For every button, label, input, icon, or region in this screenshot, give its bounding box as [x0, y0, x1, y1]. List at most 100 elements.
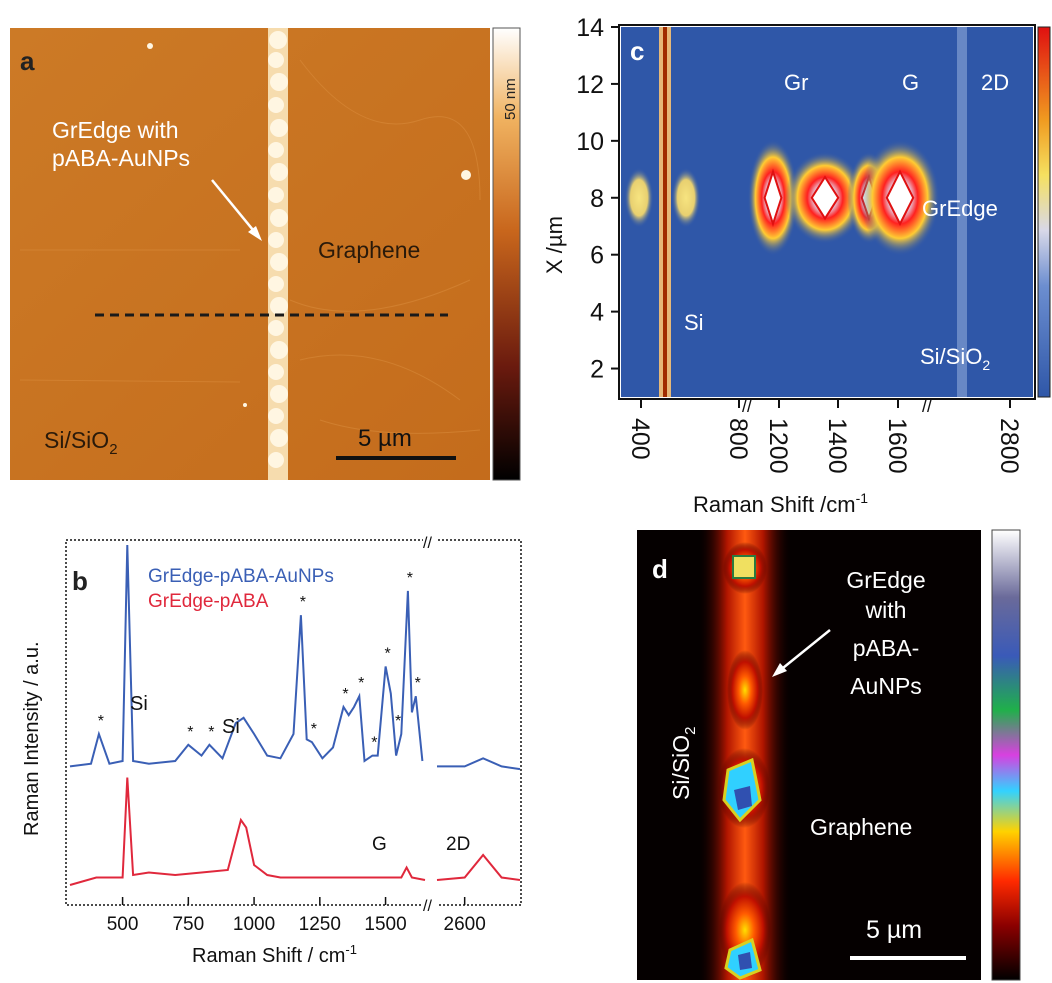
xtick-label: 1250: [299, 914, 341, 935]
afm-substrate-label: Si/SiO2: [44, 427, 118, 458]
series-line-2-segment-2: [436, 853, 521, 881]
panel-d-letter: d: [652, 554, 668, 584]
peak-star-markers: * * * * * * * * * * * *: [98, 570, 421, 752]
peak-star: *: [342, 686, 348, 703]
peak-star: *: [98, 713, 104, 730]
raman-map-annotation: GrEdge with pABA- AuNPs: [846, 567, 925, 699]
ytick-label: 4: [590, 299, 604, 327]
xtick-label: 500: [107, 914, 139, 935]
peak-star: *: [358, 675, 364, 692]
spectra-ylabel: Raman Intensity / a.u.: [21, 641, 43, 836]
series-line-2: [69, 777, 426, 886]
heatmap-ylabel: X /µm: [542, 216, 567, 274]
xtick-label: 2600: [444, 914, 486, 935]
afm-scalebar-label: 5 µm: [358, 425, 412, 452]
afm-annotation-line2: pABA-AuNPs: [52, 145, 190, 171]
peak-star: *: [395, 713, 401, 730]
panel-a-letter: a: [20, 46, 35, 76]
raman-map-graphene-label: Graphene: [810, 814, 912, 840]
panel-d: d GrEdge with pABA- AuNPs Si/SiO2 Graphe…: [637, 529, 1021, 981]
heatmap-label-2d: 2D: [981, 70, 1009, 95]
legend-series1: GrEdge-pABA-AuNPs: [148, 566, 334, 587]
heatmap-label-si: Si: [684, 310, 704, 335]
spectra-frame: [65, 539, 522, 906]
heatmap-hotspot-core: [810, 175, 840, 221]
ytick-label: 8: [590, 185, 604, 213]
ytick-label: 2: [590, 356, 604, 384]
afm-colorbar-label: 50 nm: [502, 78, 519, 120]
afm-colorbar: [492, 27, 521, 481]
afm-nanoparticles: [147, 31, 471, 468]
heatmap-label-gr: Gr: [784, 70, 808, 95]
raman-map-substrate-label: Si/SiO2: [668, 726, 699, 800]
heatmap-break-1: //: [742, 396, 752, 416]
spectra-xticks: 500 750 1000 1250 1500 2600: [107, 897, 486, 935]
peak-star: *: [371, 735, 377, 752]
xtick-label: 2800: [995, 418, 1023, 474]
panel-b-letter: b: [72, 566, 88, 596]
peak-g: G: [372, 834, 387, 855]
xtick-label: 1600: [883, 418, 911, 474]
heatmap-label-sisio2: Si/SiO2: [920, 344, 990, 373]
spectra-plot-area: [69, 544, 521, 886]
heatmap-hotspot: [671, 167, 701, 228]
heatmap-2d-band: [957, 27, 967, 397]
peak-star: *: [300, 594, 306, 611]
peak-star: *: [208, 724, 214, 741]
annotation-line-2: with: [865, 597, 907, 623]
xtick-label: 1400: [823, 418, 851, 474]
heatmap-xticks: 400 800 1200 1400 1600 2800: [626, 399, 1023, 474]
raman-map-colorbar: [991, 529, 1021, 981]
peak-star: *: [311, 721, 317, 738]
raman-map-arrowhead: [772, 663, 787, 677]
raman-map-scalebar-label: 5 µm: [866, 916, 922, 944]
heatmap-si-band-core: [663, 27, 667, 397]
panel-b: // // 500 750 1000 1250 1500 2600 b GrEdge-pA…: [21, 535, 522, 967]
peak-si-1: Si: [130, 693, 148, 715]
heatmap-yticks: 2 4 6 8 10 12 14: [576, 14, 619, 384]
raman-map-arrow: [777, 629, 831, 673]
afm-texture: [19, 59, 481, 434]
afm-annotation-arrow: [211, 179, 259, 237]
spectra-xlabel: Raman Shift / cm-1: [192, 942, 357, 967]
ytick-label: 10: [576, 128, 604, 156]
peak-star: *: [407, 570, 413, 587]
afm-annotation-line1: GrEdge with: [52, 117, 179, 143]
raman-map-image: [637, 530, 981, 980]
axis-break-mark-top: //: [423, 535, 432, 552]
raman-map-hotspots: [718, 542, 771, 980]
ytick-label: 6: [590, 242, 604, 270]
xtick-label: 400: [626, 418, 654, 460]
peak-star: *: [384, 646, 390, 663]
heatmap-hotspot-core: [763, 168, 783, 228]
xtick-label: 800: [724, 418, 752, 460]
afm-image: [10, 28, 490, 480]
heatmap-break-2: //: [922, 396, 932, 416]
axis-break-gap: [423, 538, 437, 908]
heatmap-label-gredge: GrEdge: [922, 196, 998, 221]
xtick-label: 750: [172, 914, 204, 935]
xtick-label: 1500: [364, 914, 406, 935]
peak-star: *: [415, 675, 421, 692]
heatmap-hotspots: [624, 139, 940, 256]
ytick-label: 12: [576, 71, 604, 99]
heatmap-hotspot-core: [885, 169, 915, 227]
heatmap-hotspot: [624, 167, 654, 228]
panel-a: a GrEdge with pABA-AuNPs Graphene Si/SiO…: [10, 27, 521, 481]
peak-si-2: Si: [222, 716, 240, 738]
heatmap-colorbar: [1037, 26, 1051, 398]
xtick-label: 1200: [764, 418, 792, 474]
peak-star: *: [187, 724, 193, 741]
legend-series2: GrEdge-pABA: [148, 591, 269, 612]
annotation-line-3: pABA-: [853, 635, 919, 661]
ytick-label: 14: [576, 14, 604, 42]
annotation-line-4: AuNPs: [850, 673, 922, 699]
xtick-label: 1000: [233, 914, 275, 935]
heatmap-frame: [618, 24, 1036, 400]
afm-arrowhead: [248, 226, 262, 241]
panel-c-letter: c: [630, 36, 644, 66]
afm-graphene-label: Graphene: [318, 237, 420, 263]
annotation-line-1: GrEdge: [846, 567, 925, 593]
